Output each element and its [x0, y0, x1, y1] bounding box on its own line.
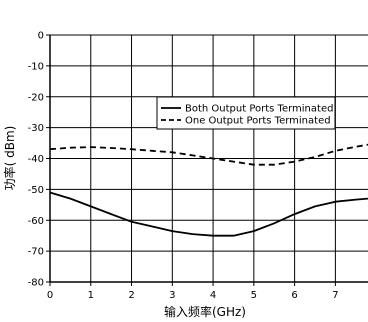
series-line-one-port: [49, 143, 368, 166]
x-tick-label: 3: [169, 290, 175, 301]
y-tick-label: -40: [28, 154, 44, 165]
y-tick-label: -80: [28, 278, 44, 289]
x-tick-label: 0: [47, 290, 53, 301]
legend-label: Both Output Ports Terminated: [185, 104, 333, 115]
y-tick-label: -60: [28, 216, 44, 227]
x-tick-label: 2: [128, 290, 134, 301]
x-tick-label: 1: [88, 290, 94, 301]
axes: 0 1 2 3 4 5 6 7 0 -10 -20 -30 -40 -50 -60 -70 -80: [28, 31, 368, 301]
grid-lines: [50, 34, 368, 282]
x-tick-label: 6: [291, 290, 297, 301]
y-tick-label: -70: [28, 247, 44, 258]
x-axis-title: 输入频率(GHz): [164, 304, 246, 319]
y-tick-label: 0: [38, 31, 44, 42]
legend-label: One Output Ports Terminated: [185, 116, 331, 127]
x-tick-label: 4: [210, 290, 216, 301]
y-tick-label: -50: [28, 185, 44, 196]
legend-box: [156, 96, 336, 130]
series-group: [49, 143, 368, 237]
y-tick-label: -10: [28, 61, 44, 72]
x-tick-label: 5: [251, 290, 257, 301]
series-line-both-ports: [49, 191, 368, 237]
x-tick-label: 7: [332, 290, 338, 301]
y-axis-title: 功率( dBm): [2, 126, 17, 191]
y-tick-label: -20: [28, 92, 44, 103]
y-tick-label: -30: [28, 123, 44, 134]
